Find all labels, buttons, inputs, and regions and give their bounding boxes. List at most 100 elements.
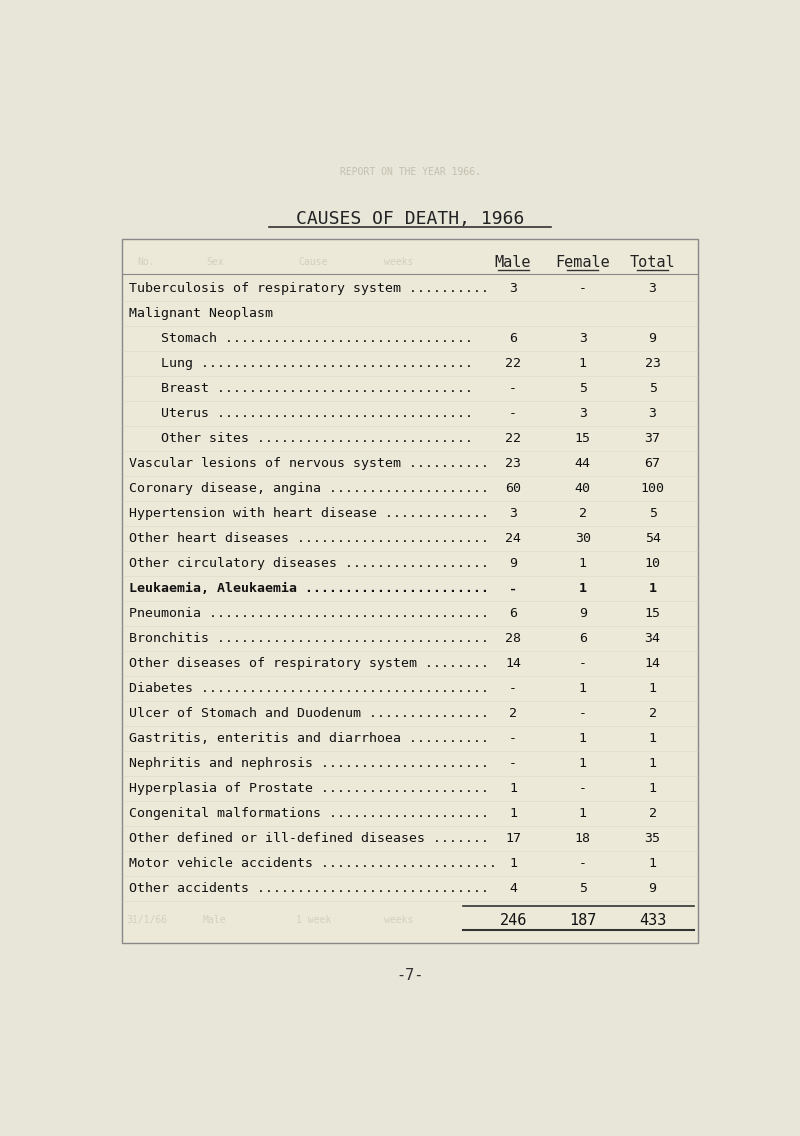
Text: 3: 3 [509,283,517,295]
Text: Leukaemia, Aleukaemia .......................: Leukaemia, Aleukaemia ..................… [130,582,490,595]
Text: -: - [579,657,587,670]
Text: 9: 9 [509,558,517,570]
Text: 3: 3 [649,408,657,420]
Text: -: - [509,732,517,745]
Text: 1: 1 [579,732,587,745]
Text: 14: 14 [645,657,661,670]
Text: Pneumonia ...................................: Pneumonia ..............................… [130,607,490,620]
Text: 6: 6 [509,607,517,620]
Text: Hypertension with heart disease .............: Hypertension with heart disease ........… [130,508,490,520]
Text: 187: 187 [569,912,597,928]
Text: 22: 22 [505,433,521,445]
Text: 2: 2 [649,807,657,820]
Text: 1: 1 [509,807,517,820]
Text: Cause: Cause [298,257,328,267]
Text: 31/1/66: 31/1/66 [126,916,167,925]
Text: -: - [579,857,587,870]
Text: 23: 23 [505,458,521,470]
Text: weeks: weeks [384,257,413,267]
Text: Diabetes ....................................: Diabetes ...............................… [130,682,490,695]
Text: Other circulatory diseases ..................: Other circulatory diseases .............… [130,558,490,570]
Text: Other heart diseases ........................: Other heart diseases ...................… [130,533,490,545]
Text: Stomach ...............................: Stomach ............................... [130,333,474,345]
Text: -: - [509,582,517,595]
Text: 246: 246 [499,912,526,928]
Text: 6: 6 [579,632,587,645]
Text: 1 week: 1 week [295,916,330,925]
Text: Other accidents .............................: Other accidents ........................… [130,882,490,895]
Text: 35: 35 [645,832,661,845]
Text: Male: Male [495,256,531,270]
Text: 37: 37 [645,433,661,445]
Text: 1: 1 [509,857,517,870]
Text: 54: 54 [645,533,661,545]
Text: 18: 18 [575,832,591,845]
Text: 34: 34 [645,632,661,645]
Text: 22: 22 [505,358,521,370]
Text: 433: 433 [639,912,666,928]
Text: Sex: Sex [206,257,223,267]
Text: 3: 3 [509,508,517,520]
Text: 1: 1 [579,358,587,370]
Text: 9: 9 [649,882,657,895]
Text: 67: 67 [645,458,661,470]
Text: 60: 60 [505,483,521,495]
Text: 9: 9 [649,333,657,345]
Text: Tuberculosis of respiratory system ..........: Tuberculosis of respiratory system .....… [130,283,490,295]
Text: 5: 5 [579,882,587,895]
Text: 4: 4 [509,882,517,895]
Text: 2: 2 [579,508,587,520]
Text: Bronchitis ..................................: Bronchitis .............................… [130,632,490,645]
Text: 1: 1 [649,732,657,745]
Text: 40: 40 [575,483,591,495]
Text: 17: 17 [505,832,521,845]
Text: Nephritis and nephrosis .....................: Nephritis and nephrosis ................… [130,757,490,770]
Text: REPORT ON THE YEAR 1966.: REPORT ON THE YEAR 1966. [339,167,481,177]
Text: Lung ..................................: Lung .................................. [130,358,474,370]
Text: 1: 1 [579,682,587,695]
Text: 1: 1 [649,757,657,770]
Text: Gastritis, enteritis and diarrhoea ..........: Gastritis, enteritis and diarrhoea .....… [130,732,490,745]
Text: 28: 28 [505,632,521,645]
Text: -7-: -7- [396,968,424,983]
Text: 23: 23 [645,358,661,370]
Text: 24: 24 [505,533,521,545]
Text: Total: Total [630,256,675,270]
Text: 1: 1 [649,782,657,795]
Text: 15: 15 [575,433,591,445]
Text: Other diseases of respiratory system ........: Other diseases of respiratory system ...… [130,657,490,670]
Text: Hyperplasia of Prostate .....................: Hyperplasia of Prostate ................… [130,782,490,795]
Text: Other defined or ill-defined diseases .......: Other defined or ill-defined diseases ..… [130,832,490,845]
Text: 14: 14 [505,657,521,670]
Text: 3: 3 [649,283,657,295]
Text: 3: 3 [579,333,587,345]
Text: Malignant Neoplasm: Malignant Neoplasm [130,308,274,320]
Text: -: - [509,408,517,420]
Text: weeks: weeks [384,916,413,925]
Text: 3: 3 [579,408,587,420]
Text: 1: 1 [649,682,657,695]
Text: 5: 5 [649,383,657,395]
Text: 6: 6 [509,333,517,345]
Text: Coronary disease, angina ....................: Coronary disease, angina ...............… [130,483,490,495]
Text: 100: 100 [641,483,665,495]
Text: Uterus ................................: Uterus ................................ [130,408,474,420]
Text: Female: Female [555,256,610,270]
Text: Ulcer of Stomach and Duodenum ...............: Ulcer of Stomach and Duodenum ..........… [130,707,490,720]
Text: -: - [509,757,517,770]
Text: Vascular lesions of nervous system ..........: Vascular lesions of nervous system .....… [130,458,490,470]
Text: -: - [579,782,587,795]
Text: -: - [579,283,587,295]
Text: 2: 2 [649,707,657,720]
Text: 5: 5 [649,508,657,520]
Text: 30: 30 [575,533,591,545]
Text: No.: No. [138,257,155,267]
Text: Motor vehicle accidents ......................: Motor vehicle accidents ................… [130,857,498,870]
Text: -: - [579,707,587,720]
Text: Congenital malformations ....................: Congenital malformations ...............… [130,807,490,820]
Text: 1: 1 [649,582,657,595]
Text: 1: 1 [649,857,657,870]
Text: -: - [509,383,517,395]
Text: 1: 1 [509,782,517,795]
Text: 44: 44 [575,458,591,470]
